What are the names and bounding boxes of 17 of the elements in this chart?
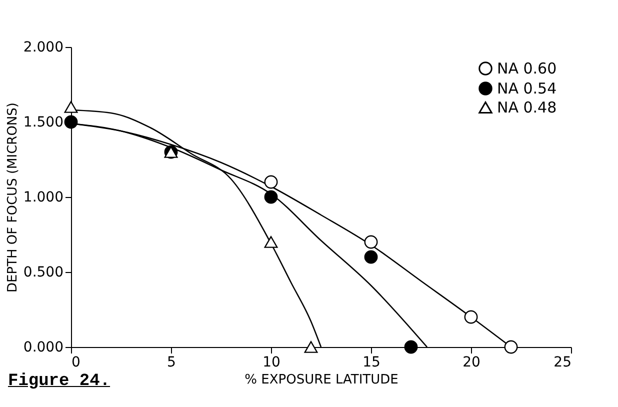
- y-tick-label: 2.000: [23, 40, 64, 56]
- y-tick-label: 0.500: [23, 264, 64, 280]
- legend-label: NA 0.48: [497, 98, 557, 116]
- x-tick-label: 0: [72, 354, 80, 370]
- x-tick-label: 20: [462, 354, 480, 370]
- x-tick-label: 25: [554, 354, 572, 370]
- x-axis-title: % EXPOSURE LATITUDE: [244, 372, 398, 388]
- y-tick-label: 1.500: [23, 114, 64, 130]
- caption: Figure 24.: [8, 372, 110, 391]
- x-tick-label: 5: [167, 354, 176, 370]
- y-tick-label: 0.000: [23, 340, 64, 356]
- y-tick-label: 1.000: [23, 190, 64, 206]
- y-axis-title: DEPTH OF FOCUS (MICRONS): [5, 102, 20, 292]
- legend-label: NA 0.60: [497, 60, 557, 78]
- x-tick-label: 10: [262, 354, 280, 370]
- x-tick-label: 15: [362, 354, 380, 370]
- legend-label: NA 0.54: [497, 80, 557, 98]
